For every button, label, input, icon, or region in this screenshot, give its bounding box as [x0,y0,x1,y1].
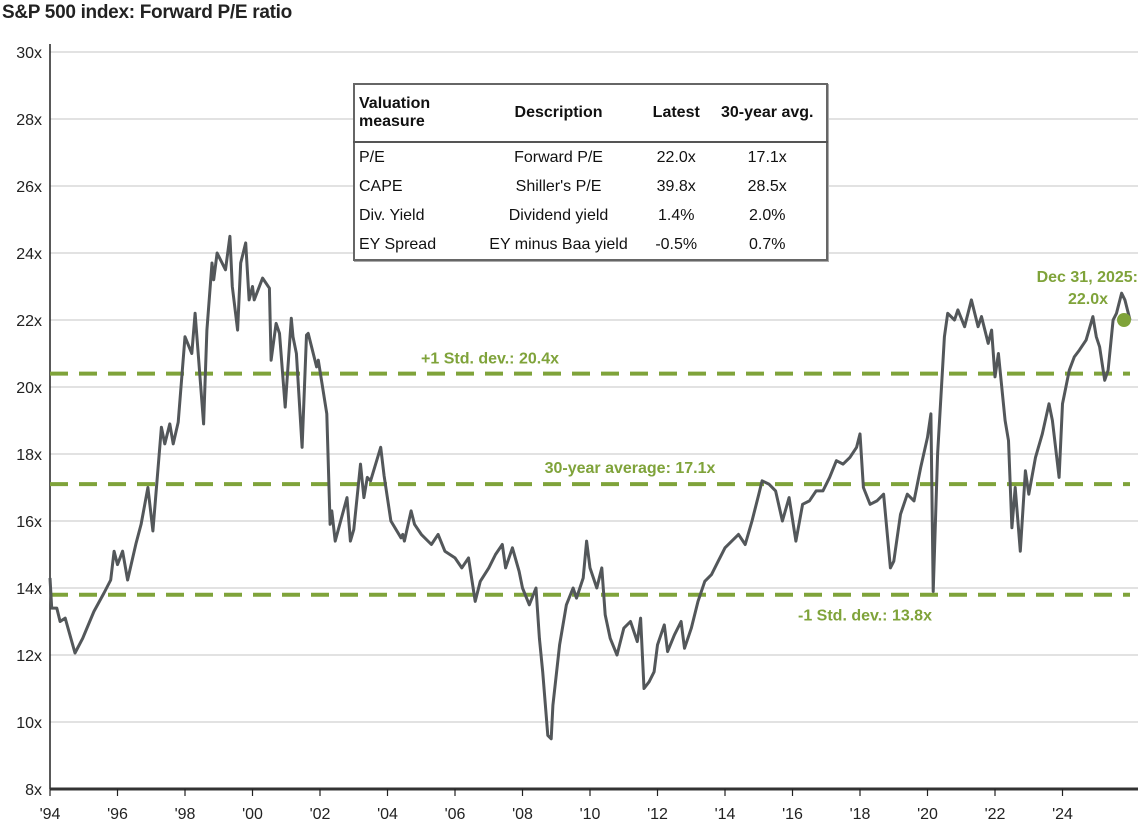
cell: 1.4% [658,206,695,224]
header-description: Description [473,84,645,143]
x-tick-label: '16 [782,806,803,823]
y-tick-label: 28x [16,112,42,129]
cell: Forward P/E [514,148,603,166]
cell: -0.5% [655,235,698,253]
x-tick-label: '24 [1052,806,1073,823]
y-tick-label: 12x [16,648,42,665]
x-tick-label: '94 [40,806,61,823]
table-row: P/E Forward P/E 22.0x 17.1x [354,142,827,172]
y-tick-label: 18x [16,447,42,464]
x-tick-label: '98 [175,806,196,823]
x-tick-label: '02 [310,806,331,823]
y-tick-label: 22x [16,313,42,330]
cell: 39.8x [656,177,696,195]
x-tick-label: '10 [580,806,601,823]
cell: Div. Yield [359,206,425,224]
y-tick-label: 30x [16,45,42,62]
x-tick-label: '04 [377,806,398,823]
table-row: EY Spread EY minus Baa yield -0.5% 0.7% [354,230,827,260]
table-header-row: Valuation measure Description Latest 30-… [354,84,827,143]
chart-title: S&P 500 index: Forward P/E ratio [2,2,292,23]
x-tick-label: '14 [715,806,736,823]
cell: Shiller's P/E [515,177,602,195]
y-tick-label: 16x [16,514,42,531]
cell: 22.0x [656,148,696,166]
cell: EY minus Baa yield [489,235,628,253]
latest-point-marker [1117,313,1131,327]
x-tick-label: '08 [512,806,533,823]
y-tick-label: 14x [16,581,42,598]
reference-label: -1 Std. dev.: 13.8x [798,608,932,625]
y-tick-label: 8x [25,782,42,799]
header-valuation-measure: Valuation measure [354,84,473,143]
header-30yr-avg: 30-year avg. [708,84,827,143]
x-tick-label: '12 [647,806,668,823]
forward-pe-line [48,234,1132,741]
cell: 2.0% [748,206,786,224]
cell: CAPE [359,177,403,195]
latest-point-value: 22.0x [1068,291,1108,308]
table-row: Div. Yield Dividend yield 1.4% 2.0% [354,201,827,230]
cell: 0.7% [748,235,786,253]
cell: P/E [359,148,385,166]
latest-point-label: Dec 31, 2025: [1037,269,1138,286]
cell: 28.5x [747,177,787,195]
y-tick-label: 20x [16,380,42,397]
y-tick-label: 24x [16,246,42,263]
y-tick-label: 10x [16,715,42,732]
x-tick-label: '00 [242,806,263,823]
x-tick-label: '06 [445,806,466,823]
reference-label: 30-year average: 17.1x [545,460,716,477]
x-tick-label: '20 [917,806,938,823]
cell: Dividend yield [508,206,609,224]
cell: EY Spread [359,235,437,253]
table-row: CAPE Shiller's P/E 39.8x 28.5x [354,172,827,201]
x-tick-label: '96 [107,806,128,823]
reference-label: +1 Std. dev.: 20.4x [421,351,559,368]
cell: 17.1x [747,148,787,166]
y-tick-label: 26x [16,179,42,196]
x-tick-label: '18 [850,806,871,823]
x-tick-label: '22 [985,806,1006,823]
valuation-table: Valuation measure Description Latest 30-… [353,83,828,261]
header-latest: Latest [644,84,709,143]
